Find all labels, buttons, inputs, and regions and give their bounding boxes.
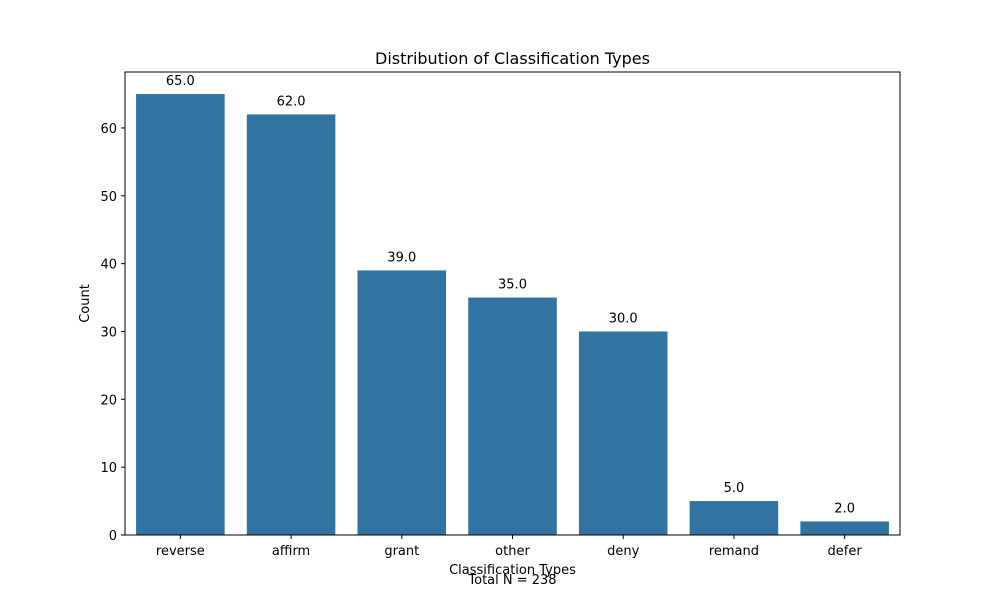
- bar-deny: [578, 331, 668, 535]
- y-tick-label-30: 30: [100, 325, 117, 340]
- y-tick-label-60: 60: [100, 122, 117, 137]
- y-tick-label-40: 40: [100, 258, 117, 273]
- x-axis-ticks: reverse affirm grant other deny remand defer: [156, 535, 862, 559]
- x-tick-label-defer: defer: [828, 544, 863, 559]
- total-n-footnote: Total N = 238: [467, 573, 556, 588]
- data-label-reverse: 65.0: [166, 74, 195, 89]
- data-label-other: 35.0: [498, 278, 527, 293]
- y-axis-ticks: 0 10 20 30 40 50 60: [100, 122, 125, 544]
- bars-group: [136, 94, 889, 536]
- data-label-grant: 39.0: [387, 250, 416, 265]
- data-labels-group: 65.0 62.0 39.0 35.0 30.0 5.0 2.0: [166, 74, 855, 516]
- chart-title: Distribution of Classification Types: [375, 49, 650, 68]
- x-tick-label-grant: grant: [384, 544, 419, 559]
- x-tick-label-remand: remand: [709, 544, 759, 559]
- bar-other: [468, 297, 557, 535]
- y-tick-label-20: 20: [100, 393, 117, 408]
- x-tick-label-deny: deny: [607, 544, 639, 559]
- x-tick-label-reverse: reverse: [156, 544, 205, 559]
- data-label-remand: 5.0: [724, 481, 745, 496]
- y-tick-label-0: 0: [109, 529, 117, 544]
- y-tick-label-50: 50: [100, 190, 117, 205]
- data-label-deny: 30.0: [609, 311, 638, 326]
- bar-defer: [800, 521, 889, 535]
- x-axis-label: Classification Types: [449, 563, 576, 578]
- plot-frame: [124, 71, 901, 536]
- bar-reverse: [136, 94, 225, 536]
- bar-affirm: [246, 114, 336, 536]
- bar-grant: [357, 270, 447, 535]
- y-tick-label-10: 10: [100, 461, 117, 476]
- bar-remand: [689, 501, 779, 535]
- data-label-affirm: 62.0: [277, 94, 306, 109]
- x-tick-label-affirm: affirm: [272, 544, 310, 559]
- x-tick-label-other: other: [495, 544, 530, 559]
- data-label-defer: 2.0: [834, 501, 855, 516]
- y-axis-label: Count: [78, 284, 93, 323]
